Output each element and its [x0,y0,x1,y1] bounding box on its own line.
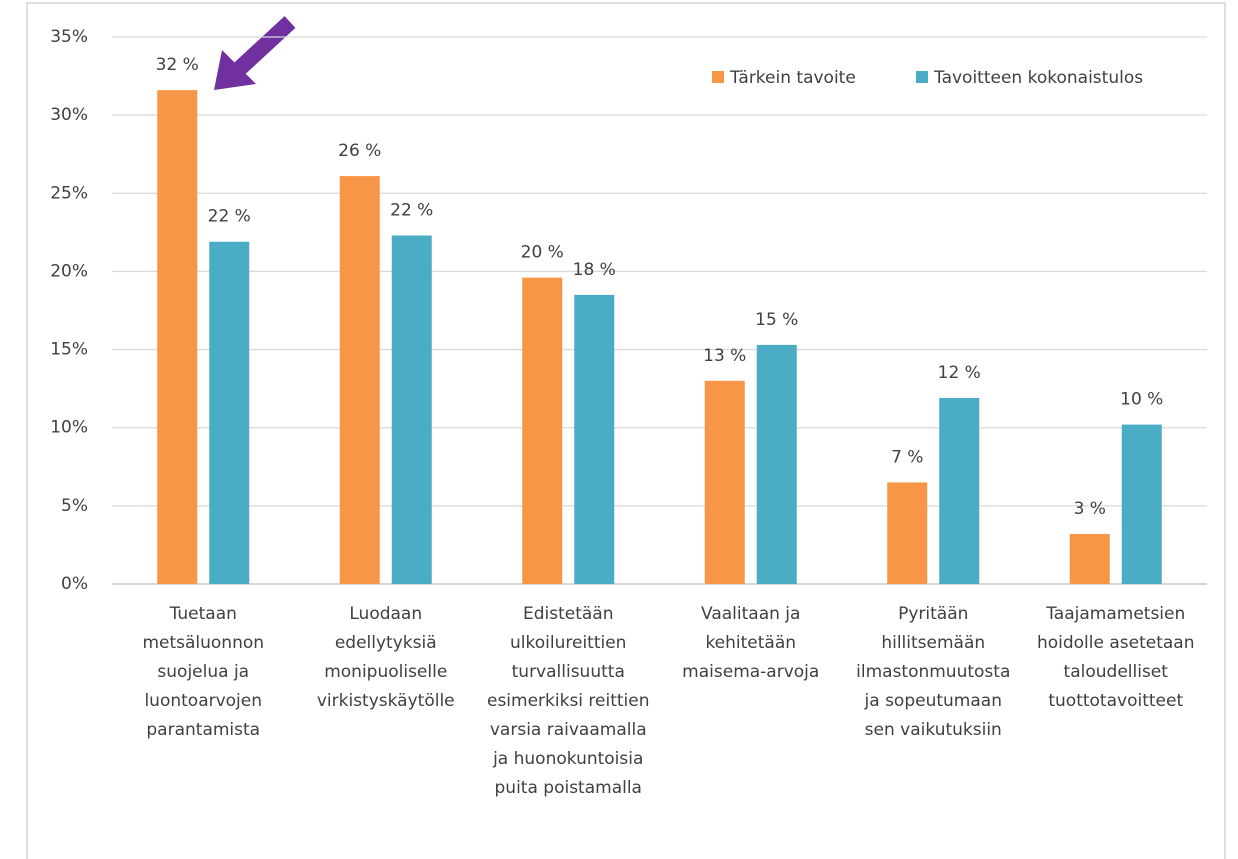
data-label: 3 % [1074,499,1106,519]
data-label: 10 % [1120,390,1163,410]
legend-label: Tavoitteen kokonaistulos [933,68,1143,88]
legend-label: Tärkein tavoite [729,68,856,88]
data-label: 20 % [521,243,564,263]
legend-swatch [916,71,928,83]
x-tick-label: Tuetaan metsäluonnon suojelua ja luontoa… [142,604,265,740]
data-label: 12 % [938,363,981,383]
y-tick-label: 5% [61,496,88,516]
data-label: 26 % [338,141,381,161]
bar [756,344,797,584]
y-tick-label: 35% [50,27,88,47]
y-tick-label: 15% [50,340,88,360]
data-label: 18 % [573,260,616,280]
bar [1069,533,1110,584]
bar [887,482,928,584]
data-label: 7 % [891,447,923,467]
bar [339,176,380,584]
bar [391,235,432,585]
y-tick-label: 30% [50,105,88,125]
x-tick-label: Taajamametsien hoidolle asetetaan taloud… [1036,604,1195,711]
data-label: 22 % [208,207,251,227]
data-label: 32 % [156,55,199,75]
bar [939,398,980,584]
x-tick-label: Vaalitaan ja kehitetään maisema-arvoja [682,604,820,682]
x-tick-label: Pyritään hillitsemään ilmastonmuutosta j… [856,604,1011,740]
legend-swatch [712,71,724,83]
chart-border [26,2,1226,859]
y-tick-label: 10% [50,418,88,438]
bar [574,294,615,584]
data-label: 22 % [390,200,433,220]
data-label: 13 % [703,346,746,366]
data-label: 15 % [755,310,798,330]
arrow-annotation [214,16,296,90]
bar [1121,424,1162,584]
y-tick-label: 0% [61,574,88,594]
x-tick-label: Luodaan edellytyksiä monipuoliselle virk… [316,604,455,711]
bar [704,380,745,584]
y-tick-label: 25% [50,183,88,203]
y-tick-label: 20% [50,261,88,281]
bar [522,277,563,584]
bar [157,90,198,584]
x-tick-label: Edistetään ulkoilureittien turvallisuutt… [486,604,650,798]
bar [209,241,250,584]
